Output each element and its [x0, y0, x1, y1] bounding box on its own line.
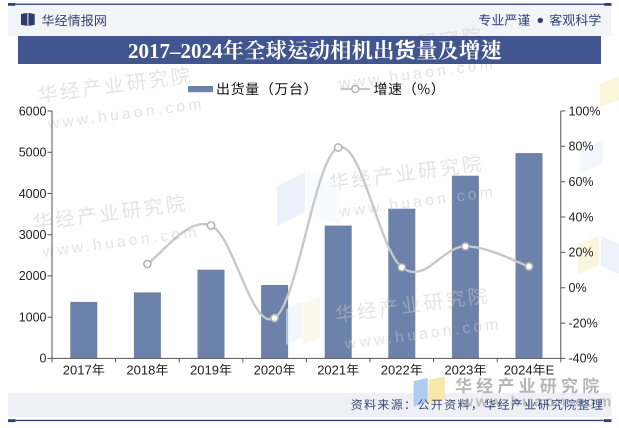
- svg-text:2000: 2000: [19, 269, 47, 283]
- svg-text:6000: 6000: [19, 104, 47, 118]
- svg-text:-20%: -20%: [569, 316, 598, 330]
- svg-text:0: 0: [40, 352, 47, 366]
- svg-text:E: E: [546, 363, 555, 378]
- svg-text:1000: 1000: [19, 311, 47, 325]
- svg-text:2017: 2017: [63, 363, 92, 378]
- svg-text:60%: 60%: [569, 175, 594, 189]
- svg-text:-40%: -40%: [569, 352, 598, 366]
- svg-text:5000: 5000: [19, 146, 47, 160]
- svg-text:4000: 4000: [19, 187, 47, 201]
- svg-text:20%: 20%: [569, 246, 594, 260]
- svg-text:2017–2024: 2017–2024: [128, 39, 223, 63]
- svg-text:40%: 40%: [569, 210, 594, 224]
- svg-text:2019: 2019: [190, 363, 219, 378]
- svg-text:2024: 2024: [504, 363, 533, 378]
- svg-text:3000: 3000: [19, 228, 47, 242]
- svg-text:80%: 80%: [569, 140, 594, 154]
- svg-text:0%: 0%: [569, 281, 587, 295]
- svg-text:100%: 100%: [569, 104, 601, 118]
- svg-text:www.huaon.com: www.huaon.com: [461, 394, 614, 411]
- svg-text:2021: 2021: [317, 363, 346, 378]
- svg-text:2023: 2023: [444, 363, 473, 378]
- svg-text:2022: 2022: [381, 363, 410, 378]
- svg-text:2018: 2018: [126, 363, 155, 378]
- svg-text:2020: 2020: [254, 363, 283, 378]
